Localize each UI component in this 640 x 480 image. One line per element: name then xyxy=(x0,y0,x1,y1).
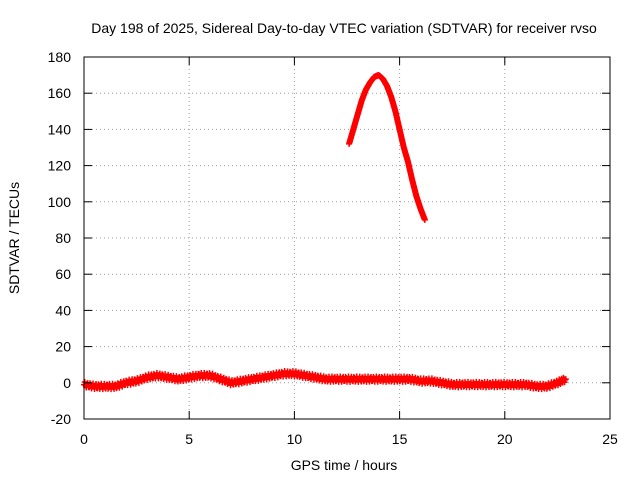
x-tick-label: 15 xyxy=(392,431,408,447)
x-axis-title: GPS time / hours xyxy=(291,457,398,473)
y-tick-label: 0 xyxy=(63,375,71,391)
y-tick-label: 40 xyxy=(55,302,71,318)
data-point xyxy=(562,376,569,383)
y-tick-label: -20 xyxy=(51,411,71,427)
y-tick-label: 180 xyxy=(48,49,72,65)
y-tick-label: 60 xyxy=(55,266,71,282)
x-tick-label: 10 xyxy=(287,431,303,447)
y-axis-title: SDTVAR / TECUs xyxy=(6,182,22,294)
series-baseline xyxy=(81,368,569,393)
data-points-layer xyxy=(81,72,569,393)
y-tick-label: 120 xyxy=(48,158,72,174)
y-tick-label: 140 xyxy=(48,121,72,137)
y-tick-label: 20 xyxy=(55,339,71,355)
y-tick-label: 160 xyxy=(48,85,72,101)
x-tick-label: 25 xyxy=(602,431,618,447)
x-tick-label: 20 xyxy=(497,431,513,447)
y-tick-label: 100 xyxy=(48,194,72,210)
x-tick-label: 0 xyxy=(80,431,88,447)
chart-title: Day 198 of 2025, Sidereal Day-to-day VTE… xyxy=(91,20,597,36)
data-point xyxy=(421,216,428,223)
series-arc xyxy=(346,72,428,223)
axis-ticks: 0 5 10 15 20 25 -20 0 20 40 60 80 100 120 140 160 180 xyxy=(48,49,618,447)
x-tick-label: 5 xyxy=(185,431,193,447)
y-tick-label: 80 xyxy=(55,230,71,246)
